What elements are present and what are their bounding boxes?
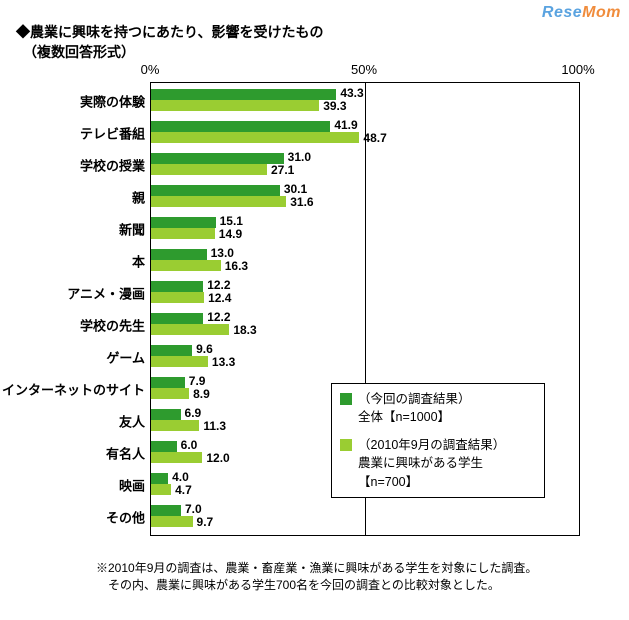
bar-series-a (151, 377, 185, 388)
bar-chart: 0%50%100% 実際の体験43.339.3テレビ番組41.948.7学校の授… (150, 66, 580, 536)
bar-row: 新聞15.114.9 (151, 213, 579, 245)
category-label: テレビ番組 (1, 124, 145, 143)
category-label: 友人 (1, 412, 145, 431)
bar-series-b (151, 356, 208, 367)
bar-series-b (151, 260, 221, 271)
category-label: 学校の先生 (1, 316, 145, 335)
watermark-part-a: Rese (542, 4, 582, 21)
category-label: 新聞 (1, 220, 145, 239)
value-label-series-a: 43.3 (340, 87, 363, 99)
bar-series-b (151, 100, 319, 111)
bar-series-b (151, 228, 215, 239)
legend-label: （2010年9月の調査結果） 農業に興味がある学生 【n=700】 (358, 436, 505, 490)
category-label: 映画 (1, 476, 145, 495)
bar-series-b (151, 324, 229, 335)
bar-row: 学校の先生12.218.3 (151, 309, 579, 341)
bar-series-a (151, 409, 181, 420)
bar-series-b (151, 132, 359, 143)
value-label-series-a: 7.0 (185, 503, 202, 515)
value-label-series-b: 12.4 (208, 292, 231, 304)
value-label-series-b: 8.9 (193, 388, 210, 400)
value-label-series-a: 15.1 (220, 215, 243, 227)
bar-series-a (151, 441, 177, 452)
value-label-series-a: 7.9 (189, 375, 206, 387)
x-axis-tick-label: 0% (141, 62, 160, 77)
category-label: その他 (1, 508, 145, 527)
watermark-part-b: Mom (582, 4, 621, 21)
bar-row: 親30.131.6 (151, 181, 579, 213)
value-label-series-b: 4.7 (175, 484, 192, 496)
value-label-series-b: 11.3 (203, 420, 226, 432)
value-label-series-a: 6.9 (185, 407, 202, 419)
category-label: 有名人 (1, 444, 145, 463)
category-label: アニメ・漫画 (1, 284, 145, 303)
bar-series-a (151, 185, 280, 196)
legend-item: （2010年9月の調査結果） 農業に興味がある学生 【n=700】 (340, 436, 536, 490)
value-label-series-b: 48.7 (363, 132, 386, 144)
value-label-series-a: 12.2 (207, 279, 230, 291)
bar-series-b (151, 164, 267, 175)
value-label-series-a: 9.6 (196, 343, 213, 355)
value-label-series-a: 30.1 (284, 183, 307, 195)
value-label-series-b: 31.6 (290, 196, 313, 208)
watermark-logo: ReseMom (542, 4, 621, 22)
legend-swatch (340, 439, 352, 451)
x-axis-tick-label: 50% (351, 62, 377, 77)
value-label-series-b: 39.3 (323, 100, 346, 112)
legend-label: （今回の調査結果） 全体【n=1000】 (358, 390, 471, 426)
category-label: インターネットのサイト (1, 380, 145, 399)
value-label-series-b: 9.7 (197, 516, 214, 528)
bar-series-b (151, 516, 193, 527)
category-label: ゲーム (1, 348, 145, 367)
category-label: 親 (1, 188, 145, 207)
bar-row: ゲーム9.613.3 (151, 341, 579, 373)
value-label-series-a: 31.0 (288, 151, 311, 163)
bar-series-a (151, 217, 216, 228)
bar-series-b (151, 420, 199, 431)
bar-series-a (151, 153, 284, 164)
chart-title: ◆農業に興味を持つにあたり、影響を受けたもの （複数回答形式） (16, 22, 323, 63)
x-axis-tick-label: 100% (561, 62, 594, 77)
bar-row: テレビ番組41.948.7 (151, 117, 579, 149)
value-label-series-b: 12.0 (206, 452, 229, 464)
value-label-series-b: 13.3 (212, 356, 235, 368)
bar-row: 本13.016.3 (151, 245, 579, 277)
bar-series-a (151, 89, 336, 100)
legend-box: （今回の調査結果） 全体【n=1000】 （2010年9月の調査結果） 農業に興味… (331, 383, 545, 498)
bar-series-a (151, 281, 203, 292)
bar-row: 実際の体験43.339.3 (151, 85, 579, 117)
category-label: 本 (1, 252, 145, 271)
bar-row: アニメ・漫画12.212.4 (151, 277, 579, 309)
plot-area: 実際の体験43.339.3テレビ番組41.948.7学校の授業31.027.1親… (150, 82, 580, 536)
legend-swatch (340, 393, 352, 405)
bar-series-b (151, 484, 171, 495)
page-root: ReseMom ◆農業に興味を持つにあたり、影響を受けたもの （複数回答形式） … (0, 0, 629, 620)
value-label-series-a: 6.0 (181, 439, 198, 451)
value-label-series-a: 13.0 (211, 247, 234, 259)
bar-series-a (151, 249, 207, 260)
bar-row: その他7.09.7 (151, 501, 579, 533)
value-label-series-a: 41.9 (334, 119, 357, 131)
footnote-text: ※2010年9月の調査は、農業・畜産業・漁業に興味がある学生を対象にした調査。 … (96, 560, 537, 595)
bar-series-a (151, 505, 181, 516)
value-label-series-a: 4.0 (172, 471, 189, 483)
category-label: 学校の授業 (1, 156, 145, 175)
bar-row: 学校の授業31.027.1 (151, 149, 579, 181)
bar-series-b (151, 388, 189, 399)
value-label-series-b: 16.3 (225, 260, 248, 272)
value-label-series-b: 14.9 (219, 228, 242, 240)
bar-series-b (151, 452, 202, 463)
bar-series-b (151, 292, 204, 303)
legend-item: （今回の調査結果） 全体【n=1000】 (340, 390, 536, 426)
bar-series-b (151, 196, 286, 207)
value-label-series-b: 27.1 (271, 164, 294, 176)
bar-series-a (151, 313, 203, 324)
value-label-series-a: 12.2 (207, 311, 230, 323)
bar-series-a (151, 121, 330, 132)
category-label: 実際の体験 (1, 92, 145, 111)
bar-series-a (151, 345, 192, 356)
bar-series-a (151, 473, 168, 484)
value-label-series-b: 18.3 (233, 324, 256, 336)
